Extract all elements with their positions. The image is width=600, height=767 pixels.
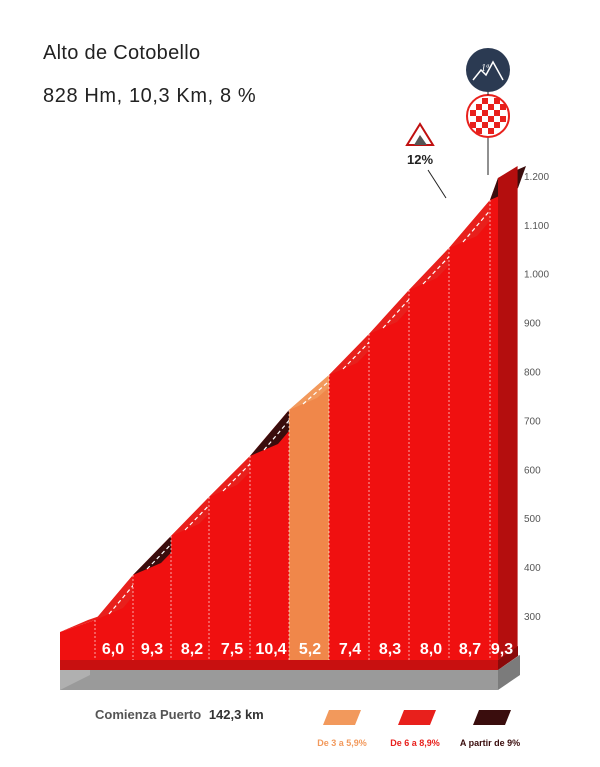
profile-face-start xyxy=(60,620,95,660)
grade-label: 7,4 xyxy=(339,641,361,658)
start-label: Comienza Puerto 142,3 km xyxy=(95,707,264,722)
profile-centre-line xyxy=(222,449,265,492)
checker-cell xyxy=(494,98,500,104)
checker-cell xyxy=(476,128,482,134)
profile xyxy=(60,166,526,670)
profile-centre-line xyxy=(342,327,384,370)
checker-cell xyxy=(488,104,494,110)
grade-label: 9,3 xyxy=(141,641,163,658)
profile-segment-face xyxy=(490,178,498,660)
max-grade-label: 12% xyxy=(407,152,433,167)
legend: De 3 a 5,9% De 6 a 8,9% A partir de 9% xyxy=(317,710,520,748)
grade-label: 8,7 xyxy=(459,641,481,658)
grade-label: 9,3 xyxy=(491,641,513,658)
profile-segment-face xyxy=(409,248,449,660)
y-tick-label: 900 xyxy=(524,319,541,330)
base-slab-front xyxy=(60,670,498,690)
checker-cell xyxy=(494,110,500,116)
profile-centre-line xyxy=(422,241,464,285)
checker-cell xyxy=(488,116,494,122)
y-tick-label: 1.000 xyxy=(524,270,549,281)
page-title: Alto de Cotobello xyxy=(43,42,201,64)
y-tick-label: 800 xyxy=(524,368,541,379)
profile-bottom-right xyxy=(498,646,518,670)
grade-labels: 6,0 9,3 8,2 7,5 10,4 5,2 7,4 8,3 8,0 8,7 9,3 xyxy=(102,641,513,658)
y-tick-label: 400 xyxy=(524,563,541,574)
grade-label: 8,3 xyxy=(379,641,401,658)
y-axis: 300 400 500 600 700 800 900 1.000 1.100 1.200 xyxy=(524,172,549,623)
legend-item-steep: A partir de 9% xyxy=(460,710,520,748)
checkered-pattern xyxy=(470,98,506,134)
checker-cell xyxy=(494,122,500,128)
y-tick-label: 600 xyxy=(524,465,541,476)
grade-label: 7,5 xyxy=(221,641,243,658)
profile-segment-face xyxy=(449,200,490,660)
profile-segment-face xyxy=(171,497,209,660)
summit-markers: 1ª xyxy=(466,48,510,175)
checker-cell xyxy=(500,104,506,110)
category-badge-label: 1ª xyxy=(481,63,490,74)
y-tick-label: 300 xyxy=(524,612,541,623)
profile-segment-face xyxy=(369,290,409,660)
grade-label: 5,2 xyxy=(299,641,321,658)
y-tick-label: 1.200 xyxy=(524,172,549,183)
checker-cell xyxy=(482,122,488,128)
checker-cell xyxy=(476,104,482,110)
climb-stats: 828 Hm, 10,3 Km, 8 % xyxy=(43,85,257,107)
profile-segment-face xyxy=(209,456,250,660)
y-tick-label: 1.100 xyxy=(524,221,549,232)
max-grade-marker: 12% xyxy=(405,122,447,199)
legend-item-medium: De 3 a 5,9% xyxy=(317,710,367,748)
grade-label: 8,2 xyxy=(181,641,203,658)
profile-segment-face xyxy=(289,375,329,660)
grade-label: 6,0 xyxy=(102,641,124,658)
profile-segment-face xyxy=(250,410,289,660)
svg-text:De 6 a 8,9%: De 6 a 8,9% xyxy=(390,738,440,748)
checker-cell xyxy=(470,122,476,128)
base-slab-right xyxy=(498,655,520,690)
checker-cell xyxy=(482,110,488,116)
y-tick-label: 500 xyxy=(524,514,541,525)
grade-label: 8,0 xyxy=(420,641,442,658)
profile-bottom-edge xyxy=(60,660,498,670)
checker-cell xyxy=(470,110,476,116)
svg-text:De 3 a 5,9%: De 3 a 5,9% xyxy=(317,738,367,748)
svg-text:A partir de 9%: A partir de 9% xyxy=(460,738,520,748)
checker-cell xyxy=(482,98,488,104)
grade-label: 10,4 xyxy=(255,641,286,658)
checker-cell xyxy=(500,116,506,122)
profile-right-side xyxy=(498,166,518,660)
profile-segment-face xyxy=(329,334,369,660)
y-tick-label: 700 xyxy=(524,416,541,427)
legend-item-high: De 6 a 8,9% xyxy=(390,710,440,748)
checker-cell xyxy=(476,116,482,122)
checker-cell xyxy=(488,128,494,134)
